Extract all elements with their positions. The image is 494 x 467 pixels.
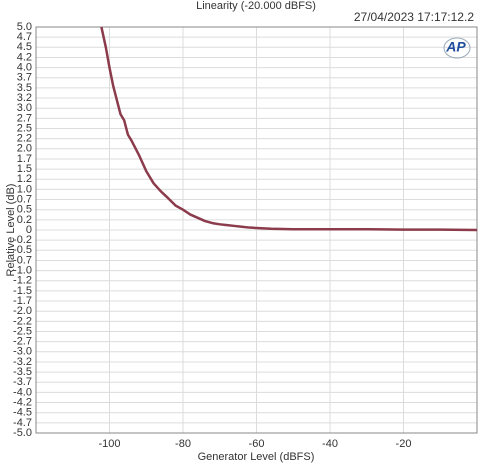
y-tick-label: 2.0 bbox=[17, 143, 32, 155]
y-tick-label: 3.7 bbox=[17, 72, 32, 84]
y-tick-label: 4.0 bbox=[17, 62, 32, 74]
y-tick-label: 3.2 bbox=[17, 92, 32, 104]
y-tick-label: 2.2 bbox=[17, 133, 32, 145]
y-tick-label: -3.5 bbox=[13, 366, 32, 378]
y-tick-label: -2.5 bbox=[13, 325, 32, 337]
y-tick-label: -0.7 bbox=[13, 254, 32, 266]
y-tick-label: 4.2 bbox=[17, 51, 32, 63]
y-tick-label: -2.0 bbox=[13, 305, 32, 317]
chart-title: Linearity (-20.000 dBFS) bbox=[196, 0, 316, 12]
y-tick-label: 5.0 bbox=[17, 21, 32, 33]
x-tick-label: -100 bbox=[98, 438, 120, 450]
y-tick-label: -1.2 bbox=[13, 275, 32, 287]
y-tick-label: -3.2 bbox=[13, 356, 32, 368]
y-tick-label: -1.7 bbox=[13, 295, 32, 307]
x-tick-label: -80 bbox=[175, 438, 191, 450]
y-tick-label: 1.2 bbox=[17, 173, 32, 185]
y-tick-label: 3.0 bbox=[17, 102, 32, 114]
y-tick-label: 0.7 bbox=[17, 193, 32, 205]
x-tick-label: -60 bbox=[249, 438, 265, 450]
y-axis-label: Relative Level (dB) bbox=[5, 184, 17, 277]
y-tick-label: -4.0 bbox=[13, 386, 32, 398]
y-tick-label: 2.7 bbox=[17, 112, 32, 124]
y-tick-label: -0.5 bbox=[13, 244, 32, 256]
y-tick-label: -4.2 bbox=[13, 396, 32, 408]
y-tick-label: -2.2 bbox=[13, 315, 32, 327]
y-tick-label: -3.0 bbox=[13, 346, 32, 358]
x-tick-label: -20 bbox=[396, 438, 412, 450]
y-tick-label: -0.2 bbox=[13, 234, 32, 246]
y-tick-label: 0 bbox=[26, 224, 32, 236]
y-tick-label: -3.7 bbox=[13, 376, 32, 388]
y-tick-label: 3.5 bbox=[17, 82, 32, 94]
data-line bbox=[100, 27, 477, 232]
logo-text: AP bbox=[445, 39, 466, 55]
y-tick-label: -1.5 bbox=[13, 285, 32, 297]
y-tick-label: -4.7 bbox=[13, 417, 32, 429]
y-tick-label: 4.7 bbox=[17, 31, 32, 43]
y-tick-label: 1.5 bbox=[17, 163, 32, 175]
y-tick-label: -5.0 bbox=[13, 427, 32, 439]
x-axis-label: Generator Level (dBFS) bbox=[198, 451, 315, 463]
y-tick-label: -2.7 bbox=[13, 336, 32, 348]
y-tick-label: -1.0 bbox=[13, 265, 32, 277]
y-tick-label: -4.5 bbox=[13, 407, 32, 419]
y-tick-label: 0.2 bbox=[17, 214, 32, 226]
x-tick-label: -40 bbox=[322, 438, 338, 450]
y-tick-label: 1.0 bbox=[17, 183, 32, 195]
logo-ring bbox=[443, 37, 471, 59]
timestamp: 27/04/2023 17:17:12.2 bbox=[354, 10, 474, 24]
y-tick-label: 1.7 bbox=[17, 153, 32, 165]
y-tick-label: 2.5 bbox=[17, 122, 32, 134]
y-tick-label: 0.5 bbox=[17, 204, 32, 216]
y-tick-label: 4.5 bbox=[17, 41, 32, 53]
logo bbox=[443, 37, 471, 59]
